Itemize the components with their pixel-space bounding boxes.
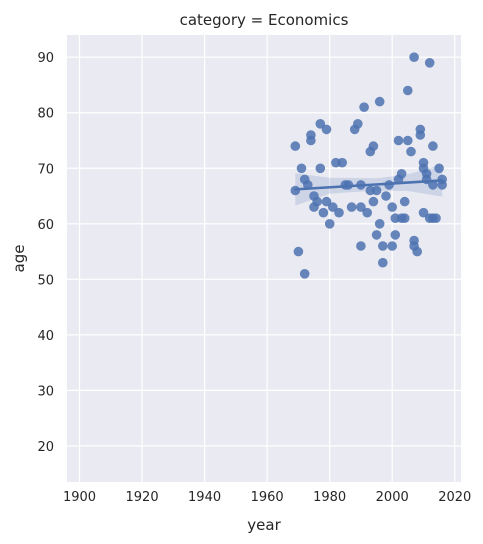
scatter-point (393, 135, 404, 146)
scatter-point (356, 202, 366, 212)
scatter-point (328, 202, 338, 212)
scatter-point (337, 157, 348, 168)
chart-title: category = Economics (180, 11, 349, 29)
scatter-point (415, 130, 426, 140)
scatter-point (290, 141, 301, 151)
points-layer (290, 52, 448, 279)
scatter-point (387, 202, 398, 212)
scatter-point (412, 246, 423, 257)
scatter-point (399, 213, 410, 223)
scatter-point (306, 135, 316, 146)
y-tick-label: 30 (37, 384, 54, 399)
y-axis-label: age (10, 245, 28, 273)
scatter-point (387, 241, 398, 251)
y-tick-label: 90 (37, 51, 54, 66)
scatter-point (318, 207, 329, 218)
x-axis-label: year (247, 516, 281, 534)
x-tick-label: 1920 (126, 490, 159, 505)
scatter-point (371, 230, 382, 240)
x-tick-label: 1960 (251, 490, 284, 505)
regression-line-layer (293, 179, 444, 191)
scatter-point (399, 196, 410, 207)
scatter-point (378, 257, 388, 268)
regression-line (293, 179, 444, 191)
x-tick-label: 2020 (438, 490, 471, 505)
scatter-point (368, 196, 379, 207)
scatter-point (424, 58, 435, 68)
scatter-point (390, 230, 401, 240)
y-tick-label: 50 (37, 273, 54, 288)
scatter-point (315, 163, 326, 174)
scatter-point (374, 96, 385, 107)
scatter-point (403, 85, 413, 96)
scatter-point (293, 246, 304, 257)
scatter-point (431, 213, 441, 223)
y-tick-label: 40 (37, 329, 54, 344)
grid (67, 35, 461, 482)
x-tick-label: 1900 (63, 490, 96, 505)
scatter-point (359, 102, 369, 112)
scatter-point (312, 196, 323, 207)
scatter-point (321, 196, 332, 207)
scatter-point (396, 169, 407, 179)
y-tick-label: 20 (37, 440, 54, 455)
scatter-point (428, 141, 438, 151)
plot-background (67, 35, 461, 482)
x-tick-label: 1940 (188, 490, 221, 505)
tick-labels: 1900 1920 1940 1960 1980 2000 2020203040506070… (37, 51, 471, 505)
scatter-point (299, 269, 310, 279)
x-tick-label: 1980 (313, 490, 346, 505)
scatter-point (346, 202, 357, 212)
scatter-point (334, 207, 344, 218)
scatter-point (371, 185, 382, 196)
y-tick-label: 80 (37, 107, 54, 122)
scatter-point (296, 163, 307, 174)
scatter-point (434, 163, 444, 174)
y-tick-label: 70 (37, 162, 54, 177)
scatter-point (418, 207, 429, 218)
scatter-point (378, 241, 388, 251)
scatter-point (324, 219, 335, 229)
scatter-point (406, 146, 416, 157)
scatter-point (356, 241, 366, 251)
scatter-point (321, 124, 332, 135)
scatter-point (368, 141, 379, 151)
y-tick-label: 60 (37, 218, 54, 233)
x-tick-label: 2000 (376, 490, 409, 505)
scatter-point (403, 135, 413, 146)
scatter-point (409, 52, 419, 62)
scatter-point (381, 191, 391, 201)
scatter-point (437, 180, 448, 190)
scatter-point (374, 219, 385, 229)
scatter-point (362, 207, 373, 218)
scatter-point (315, 119, 326, 129)
scatter-point (353, 119, 363, 129)
scatter-point (428, 180, 438, 190)
